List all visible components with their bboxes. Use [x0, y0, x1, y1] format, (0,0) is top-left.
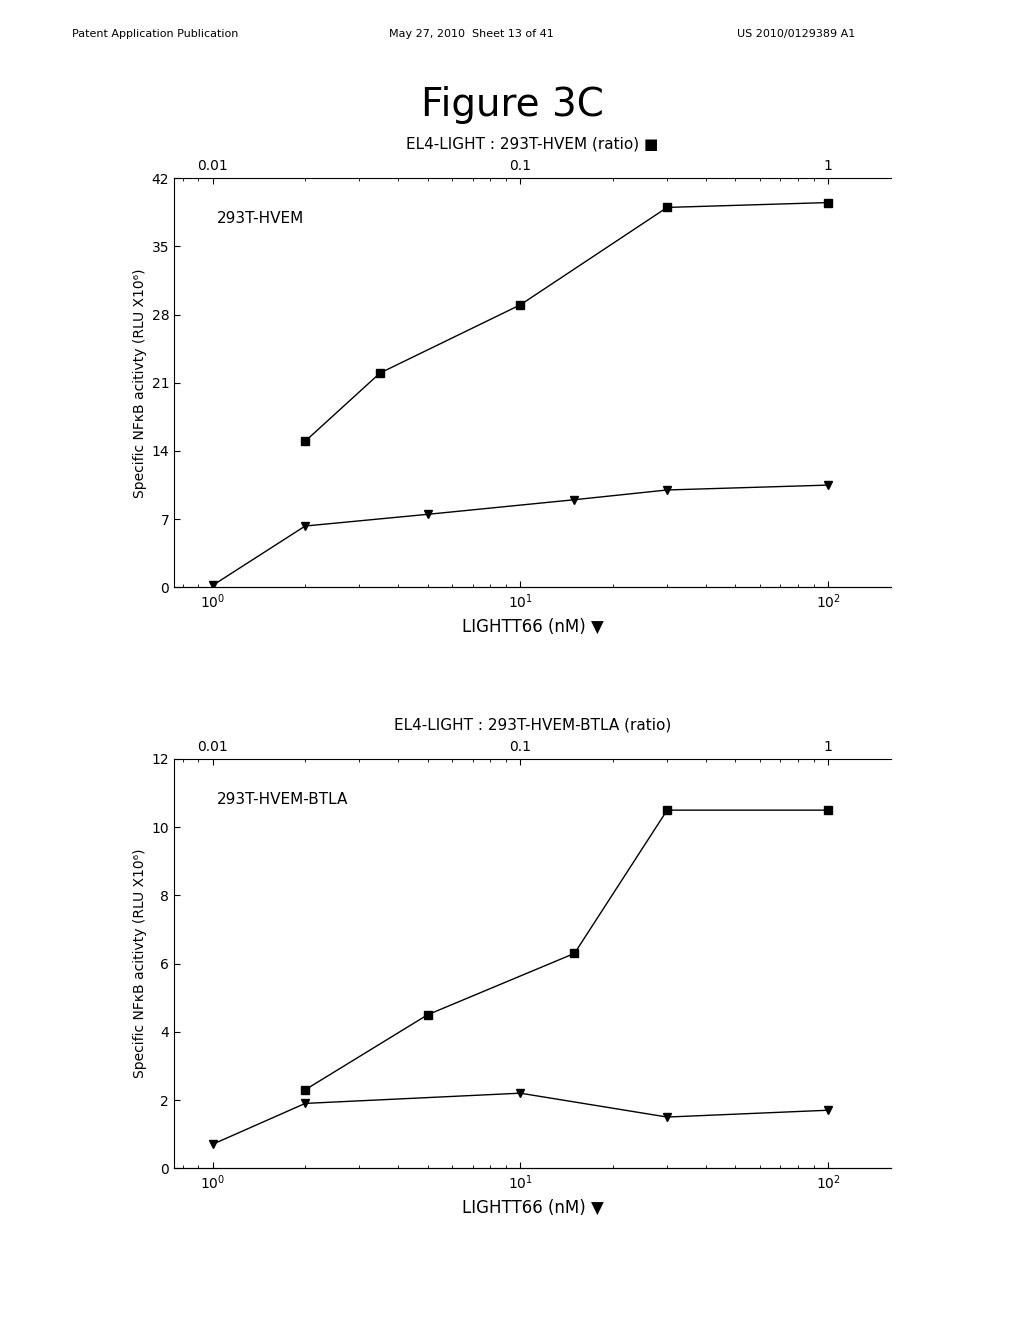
Text: Figure 3C: Figure 3C: [421, 86, 603, 124]
X-axis label: LIGHTT66 (nM) ▼: LIGHTT66 (nM) ▼: [462, 618, 603, 636]
Y-axis label: Specific NFκB acitivty (RLU X10⁶): Specific NFκB acitivty (RLU X10⁶): [133, 268, 147, 498]
Text: US 2010/0129389 A1: US 2010/0129389 A1: [737, 29, 855, 40]
X-axis label: EL4-LIGHT : 293T-HVEM-BTLA (ratio): EL4-LIGHT : 293T-HVEM-BTLA (ratio): [394, 717, 671, 733]
Text: Patent Application Publication: Patent Application Publication: [72, 29, 238, 40]
X-axis label: EL4-LIGHT : 293T-HVEM (ratio) ■: EL4-LIGHT : 293T-HVEM (ratio) ■: [407, 136, 658, 152]
Y-axis label: Specific NFκB acitivty (RLU X10⁶): Specific NFκB acitivty (RLU X10⁶): [133, 849, 147, 1078]
Text: May 27, 2010  Sheet 13 of 41: May 27, 2010 Sheet 13 of 41: [389, 29, 554, 40]
Text: 293T-HVEM: 293T-HVEM: [217, 211, 304, 226]
X-axis label: LIGHTT66 (nM) ▼: LIGHTT66 (nM) ▼: [462, 1199, 603, 1217]
Text: 293T-HVEM-BTLA: 293T-HVEM-BTLA: [217, 792, 348, 807]
